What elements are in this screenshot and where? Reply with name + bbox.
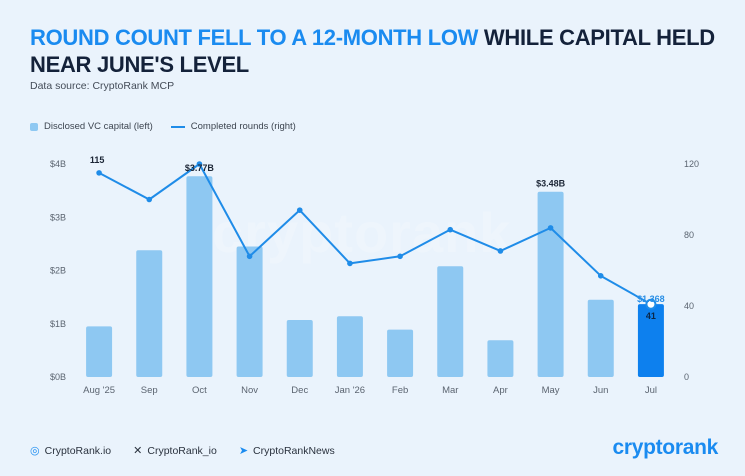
rounds-point-6 [397,253,403,260]
bar-8 [487,340,514,377]
rounds-point-4 [296,207,303,213]
title-rest: WHILE CAPITAL HELD NEAR JUNE'S LEVEL [30,25,715,77]
legend-item-line: Completed rounds (right) [170,121,296,132]
x-axis-tick-label: Feb [392,385,408,396]
x-axis-tick-label: Aug '25 [83,385,115,396]
legend-line-label: Completed rounds (right) [190,121,296,132]
footer: ◎ CryptoRank.io ✕ CryptoRank_io ➤ Crypto… [30,444,357,458]
x-axis-tick-label: May [542,385,560,396]
footer-website-label: CryptoRank.io [44,444,112,457]
legend-bar-label: Disclosed VC capital (left) [44,121,153,132]
rounds-point-5 [347,260,353,267]
chart-title: ROUND COUNT FELL TO A 12-MONTH LOW WHILE… [30,24,720,78]
rounds-point-9 [547,225,554,231]
title-highlight: ROUND COUNT FELL TO A 12-MONTH LOW [30,25,479,50]
bar-5 [336,316,363,377]
legend: Disclosed VC capital (left) Completed ro… [30,121,314,132]
bar-value-label: $3.48B [536,179,566,189]
bar-value-label: $3.77B [185,163,215,173]
x-axis-tick-label: Sep [141,385,158,396]
bar-1 [136,250,163,377]
bar-7 [437,266,464,377]
x-axis-tick-label: Dec [291,385,308,396]
x-logo-icon: ✕ [133,445,143,457]
rounds-point-10 [597,273,604,279]
brand-logo: cryptorank [612,436,718,459]
globe-icon: ◎ [30,445,40,457]
left-axis-tick-label: $0B [50,372,66,382]
right-axis-tick-label: 0 [684,372,689,382]
x-axis-tick-label: Jun [593,385,608,396]
left-axis-tick-label: $2B [50,266,66,276]
bar-11 [637,304,664,377]
right-axis-tick-label: 80 [684,230,694,240]
bar-value-label: $1.368 [637,294,665,304]
bar-4 [286,320,313,377]
bar-2 [186,176,213,377]
rounds-line [98,163,652,306]
x-axis-tick-label: Nov [241,385,258,396]
legend-item-bars: Disclosed VC capital (left) [30,121,153,132]
bar-10 [587,299,614,377]
bar-6 [387,329,414,377]
footer-x-label: CryptoRank_io [147,444,217,457]
data-source: Data source: CryptoRank MCP [30,80,175,92]
bar-9 [537,191,564,377]
legend-line-swatch [170,125,185,128]
rounds-point-11 [645,298,657,310]
rounds-point-2 [196,161,203,167]
footer-telegram-label: CryptoRankNews [253,444,335,457]
rounds-point-0 [96,170,102,176]
footer-website[interactable]: ◎ CryptoRank.io [30,444,112,458]
bar-3 [236,246,263,377]
footer-telegram[interactable]: ➤ CryptoRankNews [238,444,335,458]
footer-x[interactable]: ✕ CryptoRank_io [133,444,217,458]
left-axis-tick-label: $4B [50,159,66,169]
rounds-point-3 [246,253,253,260]
x-axis-tick-label: Jan '26 [335,385,365,396]
rounds-point-7 [447,226,454,233]
rounds-point-1 [146,196,153,203]
line-value-label: 115 [90,155,105,165]
left-axis-tick-label: $3B [50,212,66,222]
x-axis-tick-label: Oct [192,385,207,396]
line-value-label: 41 [646,311,656,321]
right-axis-tick-label: 120 [684,159,699,169]
right-axis-tick-label: 40 [684,301,694,311]
x-axis-tick-label: Apr [493,385,508,396]
x-axis-tick-label: Mar [442,385,458,396]
x-axis-tick-label: Jul [645,385,657,396]
telegram-icon: ➤ [238,445,249,457]
bar-0 [86,326,113,377]
rounds-point-8 [497,248,504,254]
legend-bar-swatch [30,122,38,131]
left-axis-tick-label: $1B [50,319,66,329]
